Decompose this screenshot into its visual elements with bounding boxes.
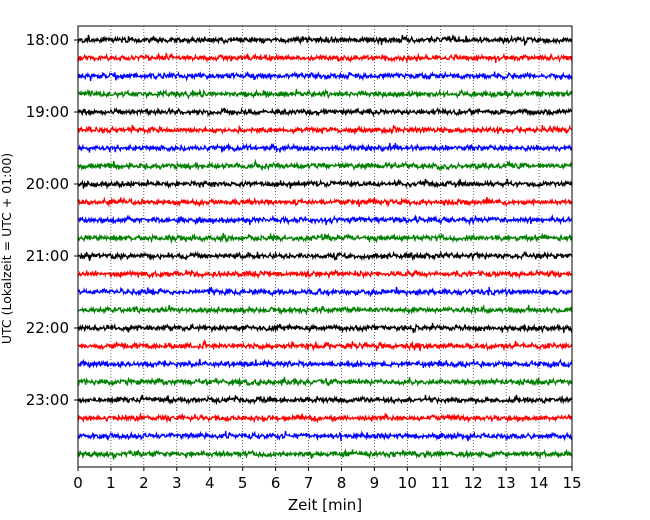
x-tick-label: 3 [172,474,182,492]
y-tick-label: 20:00 [26,175,69,193]
trace-line [77,158,573,172]
x-tick-label: 13 [497,474,516,492]
trace-line [77,322,573,334]
x-tick-label: 15 [562,474,581,492]
trace-line [77,142,573,153]
trace-line [77,448,573,461]
x-tick-label: 9 [370,474,380,492]
x-tick-label: 14 [530,474,549,492]
trace-line [77,33,573,47]
trace-line [77,339,573,352]
x-tick-label: 6 [271,474,281,492]
trace-line [77,106,573,118]
x-tick-label: 2 [139,474,149,492]
y-tick-label: 22:00 [26,319,69,337]
trace-line [77,286,573,298]
trace-line [77,358,573,370]
trace-line [78,88,573,100]
trace-line [77,376,573,388]
x-tick-label: 5 [238,474,248,492]
y-tick-label: 21:00 [26,247,69,265]
x-tick-label: 11 [431,474,450,492]
x-tick-label: 7 [304,474,314,492]
seismogram-traces [77,33,573,461]
trace-line [77,178,573,190]
y-axis-ticks: 18:00 19:00 20:00 21:00 22:00 23:00 [26,31,78,409]
trace-line [77,394,573,406]
x-tick-label: 8 [337,474,347,492]
y-tick-label: 23:00 [26,391,69,409]
trace-line [77,411,573,424]
x-tick-label: 4 [205,474,215,492]
x-tick-label: 1 [106,474,116,492]
trace-line [77,268,573,280]
x-axis-ticks: 0 1 2 3 4 5 6 7 8 9 10 11 12 13 14 15 [73,467,582,492]
y-axis-label: UTC (Lokalzeit = UTC + 01:00) [0,153,14,344]
trace-line [77,213,573,227]
trace-line [77,304,573,317]
x-tick-label: 10 [398,474,417,492]
trace-line [77,430,573,442]
x-axis-label: Zeit [min] [288,496,362,514]
trace-line [77,232,573,245]
trace-line [77,250,573,262]
trace-line [77,70,573,82]
x-tick-label: 0 [73,474,83,492]
trace-line [77,124,573,136]
trace-line [77,51,573,64]
y-tick-label: 18:00 [26,31,69,49]
plot-frame [77,25,573,468]
trace-line [77,196,573,208]
y-tick-label: 19:00 [26,103,69,121]
x-tick-label: 12 [464,474,483,492]
